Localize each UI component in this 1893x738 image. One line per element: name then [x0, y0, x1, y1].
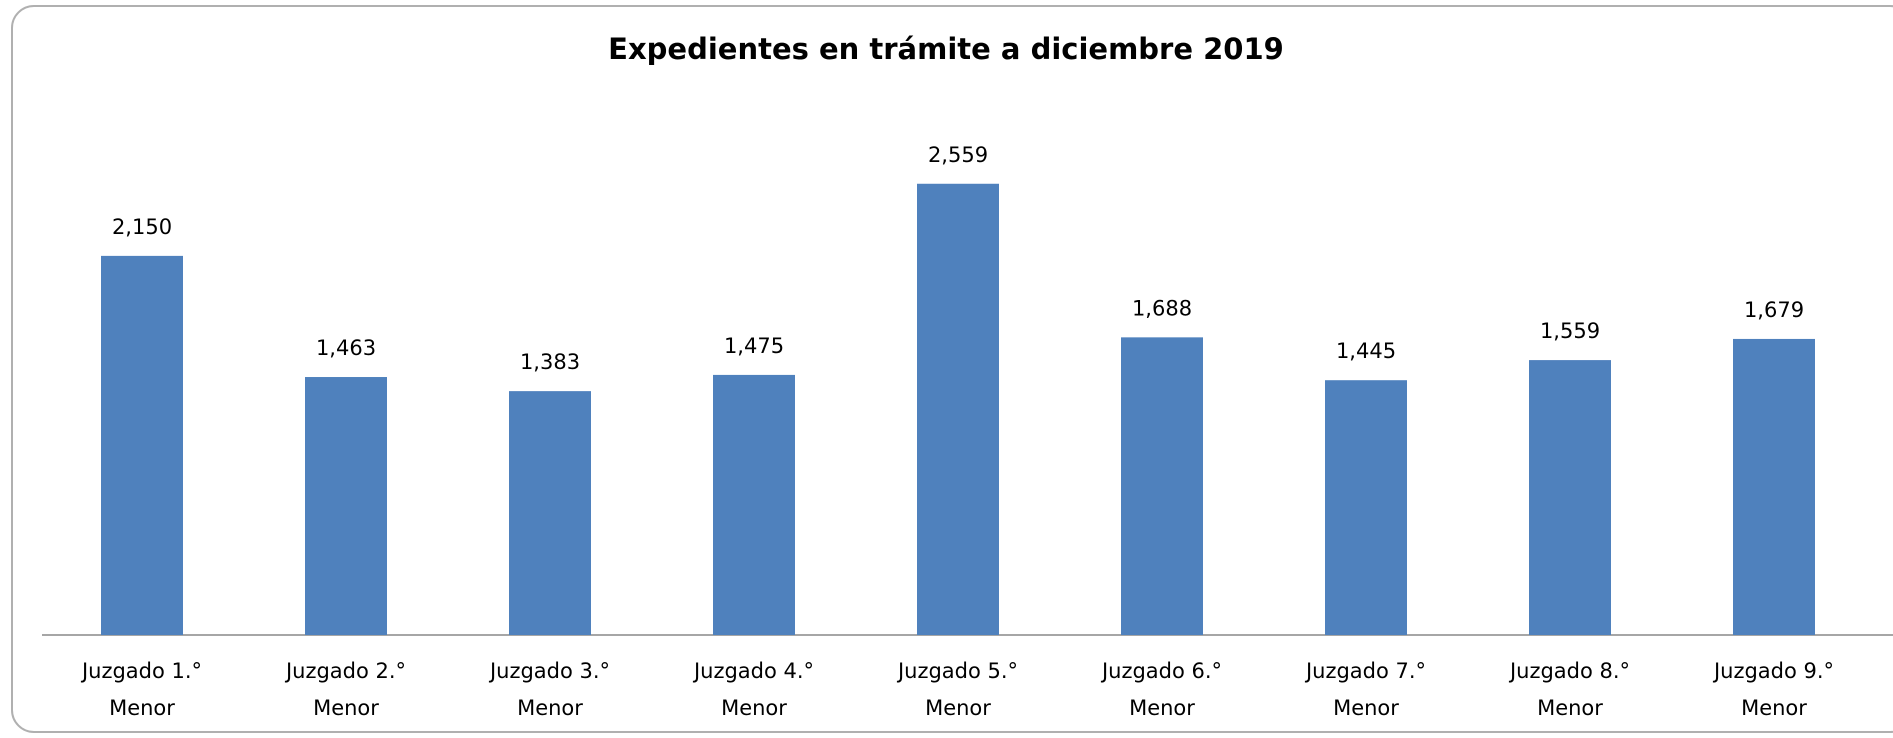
x-tick-label: Menor	[721, 696, 787, 720]
x-tick-label: Menor	[313, 696, 379, 720]
x-tick-label: Menor	[925, 696, 991, 720]
x-tick-label: Juzgado 1.°	[80, 659, 202, 683]
data-label: 1,559	[1540, 319, 1600, 343]
data-label: 1,463	[316, 336, 376, 360]
data-label: 2,559	[928, 143, 988, 167]
x-tick-label: Juzgado 6.°	[1100, 659, 1222, 683]
data-label: 1,688	[1132, 296, 1192, 320]
x-tick-label: Juzgado 5.°	[896, 659, 1018, 683]
x-tick-label: Menor	[1537, 696, 1603, 720]
x-tick-label: Juzgado 8.°	[1508, 659, 1630, 683]
bar	[1121, 337, 1203, 635]
x-tick-label: Juzgado 9.°	[1712, 659, 1834, 683]
x-tick-label: Juzgado 4.°	[692, 659, 814, 683]
x-tick-label: Juzgado 3.°	[488, 659, 610, 683]
x-tick-label: Menor	[517, 696, 583, 720]
x-tick-label: Juzgado 7.°	[1304, 659, 1426, 683]
x-tick-label: Menor	[1333, 696, 1399, 720]
data-label: 1,679	[1744, 298, 1804, 322]
bar	[1529, 360, 1611, 635]
x-tick-label: Menor	[1741, 696, 1807, 720]
bar	[101, 255, 183, 635]
bar	[305, 377, 387, 635]
x-tick-label: Menor	[1129, 696, 1195, 720]
bar	[509, 391, 591, 635]
bar	[1325, 380, 1407, 635]
data-label: 1,383	[520, 350, 580, 374]
x-tick-label: Juzgado 2.°	[284, 659, 406, 683]
data-label: 1,445	[1336, 339, 1396, 363]
data-label: 2,150	[112, 215, 172, 239]
data-label: 1,475	[724, 334, 784, 358]
chart-title: Expedientes en trámite a diciembre 2019	[608, 32, 1284, 66]
x-tick-label: Menor	[109, 696, 175, 720]
bar	[917, 183, 999, 635]
bar	[713, 374, 795, 635]
bar	[1733, 338, 1815, 635]
